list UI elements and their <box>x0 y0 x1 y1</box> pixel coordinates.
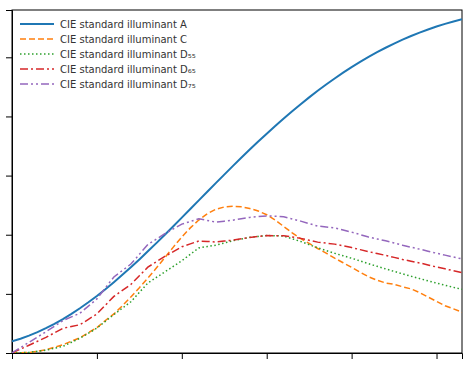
tick-mark <box>6 353 12 354</box>
legend-swatch <box>20 68 54 70</box>
axis-line <box>13 354 463 360</box>
y-axis <box>6 11 13 354</box>
legend: CIE standard illuminant A CIE standard il… <box>20 19 196 90</box>
tick-mark <box>182 353 183 359</box>
tick-mark <box>6 116 12 117</box>
plot-frame <box>12 10 462 353</box>
series-line <box>12 206 462 353</box>
axis-line <box>6 11 13 354</box>
legend-label: CIE standard illuminant D₅₅ <box>60 49 196 60</box>
legend-item: CIE standard illuminant D₆₅ <box>20 64 196 75</box>
legend-label: CIE standard illuminant D₇₅ <box>60 79 196 90</box>
tick <box>267 353 268 359</box>
tick-mark <box>6 235 12 236</box>
tick <box>6 235 12 236</box>
tick-mark <box>267 353 268 359</box>
legend-label: CIE standard illuminant C <box>60 34 187 45</box>
tick <box>6 116 12 117</box>
legend-swatch <box>20 23 54 25</box>
tick <box>6 57 12 58</box>
legend-item: CIE standard illuminant D₇₅ <box>20 79 196 90</box>
tick <box>6 294 12 295</box>
legend-item: CIE standard illuminant D₅₅ <box>20 49 196 60</box>
series-line <box>12 19 462 341</box>
tick <box>182 353 183 359</box>
tick-mark <box>6 294 12 295</box>
plot-area: CIE standard illuminant A CIE standard il… <box>6 10 463 359</box>
tick-mark <box>352 353 353 359</box>
tick <box>6 176 12 177</box>
tick <box>352 353 353 359</box>
chart-svg: CIE standard illuminant A CIE standard il… <box>0 0 474 365</box>
legend-item: CIE standard illuminant C <box>20 34 187 45</box>
tick <box>437 353 438 359</box>
tick-mark <box>97 353 98 359</box>
x-axis <box>13 353 463 359</box>
legend-swatch <box>20 38 54 40</box>
legend-label: CIE standard illuminant A <box>60 19 187 30</box>
legend-swatch <box>20 83 54 85</box>
legend-swatch <box>20 53 54 55</box>
lines <box>12 19 462 353</box>
series-line <box>12 236 462 353</box>
series-line <box>12 216 462 353</box>
tick-mark <box>437 353 438 359</box>
legend-item: CIE standard illuminant A <box>20 19 187 30</box>
tick <box>97 353 98 359</box>
tick <box>6 353 12 354</box>
tick-mark <box>6 176 12 177</box>
series-line <box>12 236 462 353</box>
chart-container: CIE standard illuminant A CIE standard il… <box>0 0 474 365</box>
tick-mark <box>6 57 12 58</box>
legend-label: CIE standard illuminant D₆₅ <box>60 64 196 75</box>
